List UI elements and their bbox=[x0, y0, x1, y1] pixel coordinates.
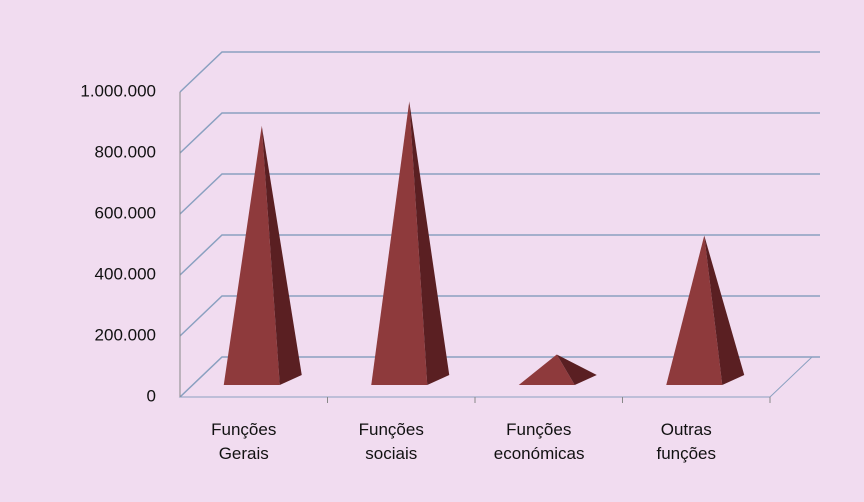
grid-line bbox=[179, 356, 820, 398]
pyramid-front bbox=[371, 101, 428, 385]
x-tick-label: Funções económicas bbox=[493, 420, 585, 463]
x-tick-label: Outras funções bbox=[656, 420, 717, 463]
pyramid-side bbox=[556, 354, 597, 385]
pyramid bbox=[223, 125, 302, 385]
pyramid-front bbox=[666, 235, 723, 385]
y-tick-label: 400.000 bbox=[95, 264, 156, 283]
y-tick-label: 0 bbox=[147, 386, 156, 405]
y-tick-label: 1.000.000 bbox=[80, 81, 156, 100]
x-tick-label: Funções Gerais bbox=[211, 420, 277, 463]
pyramid-front bbox=[223, 125, 280, 385]
grid-line bbox=[179, 173, 820, 215]
pyramid-side bbox=[409, 101, 450, 385]
pyramid-side bbox=[704, 235, 745, 385]
grid-line bbox=[179, 51, 820, 93]
y-tick-label: 200.000 bbox=[95, 325, 156, 344]
pyramid-side bbox=[261, 125, 302, 385]
y-tick-label: 800.000 bbox=[95, 142, 156, 161]
pyramid bbox=[371, 101, 450, 385]
pyramid-front bbox=[518, 354, 575, 385]
x-tick-label: Funções sociais bbox=[358, 420, 424, 463]
pyramid bbox=[518, 354, 597, 385]
grid-line bbox=[179, 295, 820, 337]
pyramid bbox=[666, 235, 745, 385]
y-tick-label: 600.000 bbox=[95, 203, 156, 222]
grid-line bbox=[179, 112, 820, 154]
grid-line bbox=[179, 234, 820, 276]
